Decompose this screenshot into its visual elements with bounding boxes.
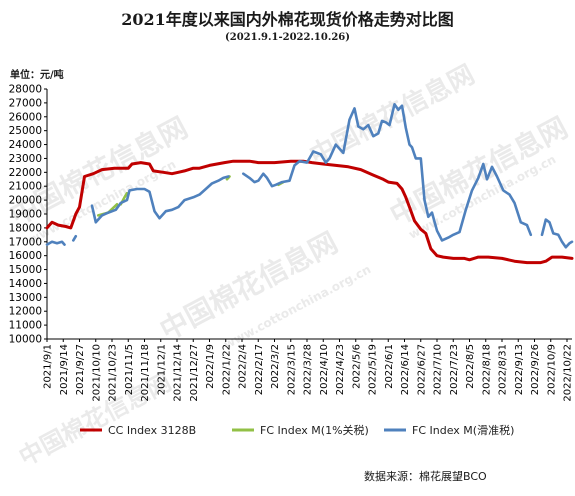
y-tick-label: 26000 [9,111,42,123]
x-tick-label: 2022/2/17 [254,344,265,395]
x-tick-label: 2022/8/5 [465,344,476,389]
x-tick-label: 2021/11/18 [140,344,151,402]
series-fc-index-slide-line [90,175,230,224]
y-tick-label: 13000 [9,292,42,304]
y-tick-label: 12000 [9,306,42,318]
x-tick-label: 2022/7/10 [433,344,444,395]
y-tick-label: 20000 [9,195,42,207]
legend-label: FC Index M(滑准税) [412,423,514,437]
x-tick-label: 2021/9/14 [59,344,70,395]
y-tick-label: 14000 [9,278,42,290]
x-tick-label: 2022/2/4 [238,344,249,389]
data-source: 数据来源：棉花展望BCO [364,470,487,483]
chart-subtitle: (2021.9.1-2022.10.26) [225,32,350,43]
series-fc-index-slide-line [242,103,533,242]
x-tick-label: 2022/5/19 [368,344,379,395]
x-tick-label: 2021/12/1 [156,344,167,395]
legend-label: FC Index M(1%关税) [260,423,369,437]
x-tick-label: 2021/11/5 [124,344,135,395]
y-tick-label: 19000 [9,209,42,221]
x-tick-label: 2022/4/10 [319,344,330,395]
y-tick-label: 18000 [9,222,42,234]
y-tick-label: 27000 [9,97,42,109]
x-tick-label: 2022/10/22 [563,344,574,402]
x-tick-label: 2022/4/23 [335,344,346,395]
x-tick-label: 2022/6/14 [400,344,411,395]
y-tick-label: 10000 [9,334,42,346]
y-tick-label: 25000 [9,125,42,137]
x-tick-label: 2022/8/31 [498,344,509,395]
x-tick-label: 2022/10/9 [546,344,557,395]
x-tick-label: 2022/6/1 [384,344,395,389]
x-tick-label: 2021/10/23 [108,344,119,402]
y-tick-label: 28000 [9,84,42,96]
x-tick-label: 2022/9/13 [514,344,525,395]
x-tick-label: 2021/10/10 [91,344,102,402]
x-tick-label: 2022/1/9 [205,344,216,389]
chart-title: 2021年度以来国内外棉花现货价格走势对比图 [121,10,454,29]
x-tick-label: 2021/9/1 [43,344,54,389]
y-tick-label: 11000 [9,320,42,332]
series-cc-index-line [45,159,574,265]
x-tick-label: 2022/3/2 [270,344,281,389]
y-tick-label: 21000 [9,181,42,193]
x-tick-label: 2022/1/22 [221,344,232,395]
x-tick-label: 2021/12/27 [189,344,200,402]
x-tick-label: 2022/9/26 [530,344,541,395]
y-tick-label: 17000 [9,236,42,248]
unit-label: 单位：元/吨 [10,70,64,81]
y-tick-label: 15000 [9,264,42,276]
y-tick-label: 22000 [9,167,42,179]
y-tick-label: 24000 [9,139,42,151]
x-tick-label: 2022/3/28 [303,344,314,395]
series-fc-index-slide-line [540,218,574,249]
x-tick-label: 2022/5/6 [351,344,362,389]
y-tick-label: 23000 [9,153,42,165]
x-tick-label: 2022/7/23 [449,344,460,395]
x-tick-label: 2021/12/14 [173,344,184,402]
x-tick-label: 2021/9/27 [75,344,86,395]
y-tick-label: 16000 [9,250,42,262]
x-tick-label: 2022/3/15 [286,344,297,395]
x-tick-label: 2022/8/18 [481,344,492,395]
x-tick-label: 2022/6/27 [416,344,427,395]
legend-label: CC Index 3128B [108,424,196,437]
series-fc-index-slide-line [72,234,78,242]
series-fc-index-slide-line [45,240,66,246]
